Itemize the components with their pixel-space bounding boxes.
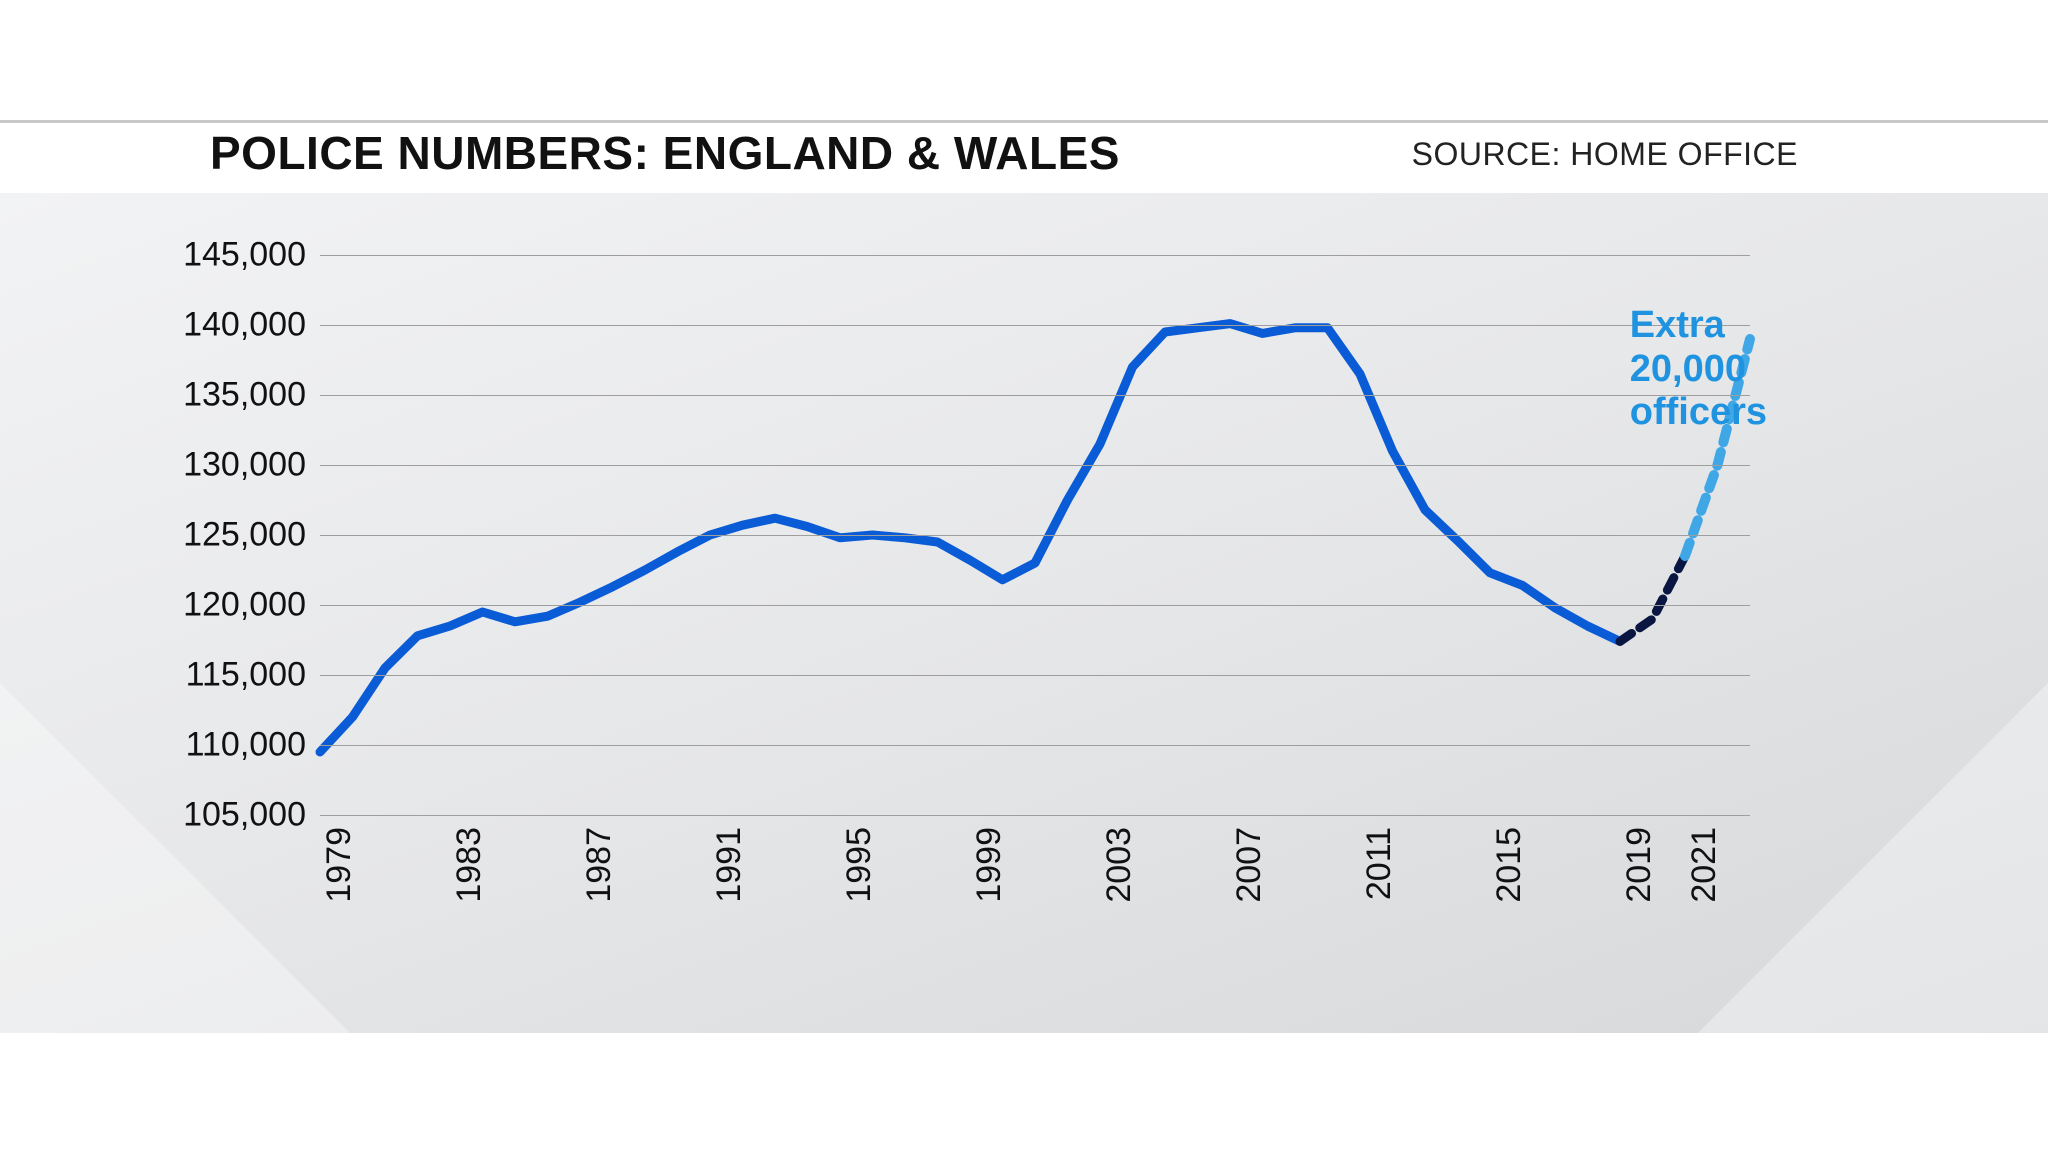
y-tick-label: 135,000 (183, 376, 306, 415)
grid-line (320, 255, 1750, 256)
line-projection-dark (1620, 556, 1685, 641)
x-tick-label: 1983 (450, 827, 489, 903)
chart-page: { "header": { "title": "POLICE NUMBERS: … (0, 0, 2048, 1152)
x-tick-label: 1987 (580, 827, 619, 903)
x-tick-label: 2019 (1620, 827, 1659, 903)
x-tick-label: 2021 (1685, 827, 1724, 903)
y-tick-label: 110,000 (186, 726, 306, 765)
chart-source: SOURCE: HOME OFFICE (1412, 136, 1798, 173)
line-historical (320, 324, 1620, 752)
grid-line (320, 675, 1750, 676)
grid-line (320, 535, 1750, 536)
x-tick-label: 1979 (320, 827, 359, 903)
y-tick-label: 145,000 (183, 236, 306, 275)
x-tick-label: 2007 (1230, 827, 1269, 903)
x-tick-label: 2011 (1360, 827, 1399, 900)
grid-line (320, 815, 1750, 816)
x-tick-label: 1995 (840, 827, 879, 903)
grid-line (320, 745, 1750, 746)
grid-line (320, 605, 1750, 606)
y-tick-label: 140,000 (183, 306, 306, 345)
x-tick-label: 1999 (970, 827, 1009, 903)
extra-officers-annotation: Extra 20,000officers (1630, 304, 1767, 435)
plot-area: 105,000110,000115,000120,000125,000130,0… (320, 255, 1750, 815)
grid-line (320, 325, 1750, 326)
y-tick-label: 115,000 (186, 656, 306, 695)
y-tick-label: 125,000 (183, 516, 306, 555)
y-tick-label: 130,000 (183, 446, 306, 485)
x-tick-label: 1991 (710, 827, 749, 903)
x-tick-label: 2015 (1490, 827, 1529, 903)
y-tick-label: 105,000 (183, 796, 306, 835)
grid-line (320, 465, 1750, 466)
chart-title: POLICE NUMBERS: ENGLAND & WALES (210, 126, 1120, 180)
x-tick-label: 2003 (1100, 827, 1139, 903)
y-tick-label: 120,000 (183, 586, 306, 625)
grid-line (320, 395, 1750, 396)
